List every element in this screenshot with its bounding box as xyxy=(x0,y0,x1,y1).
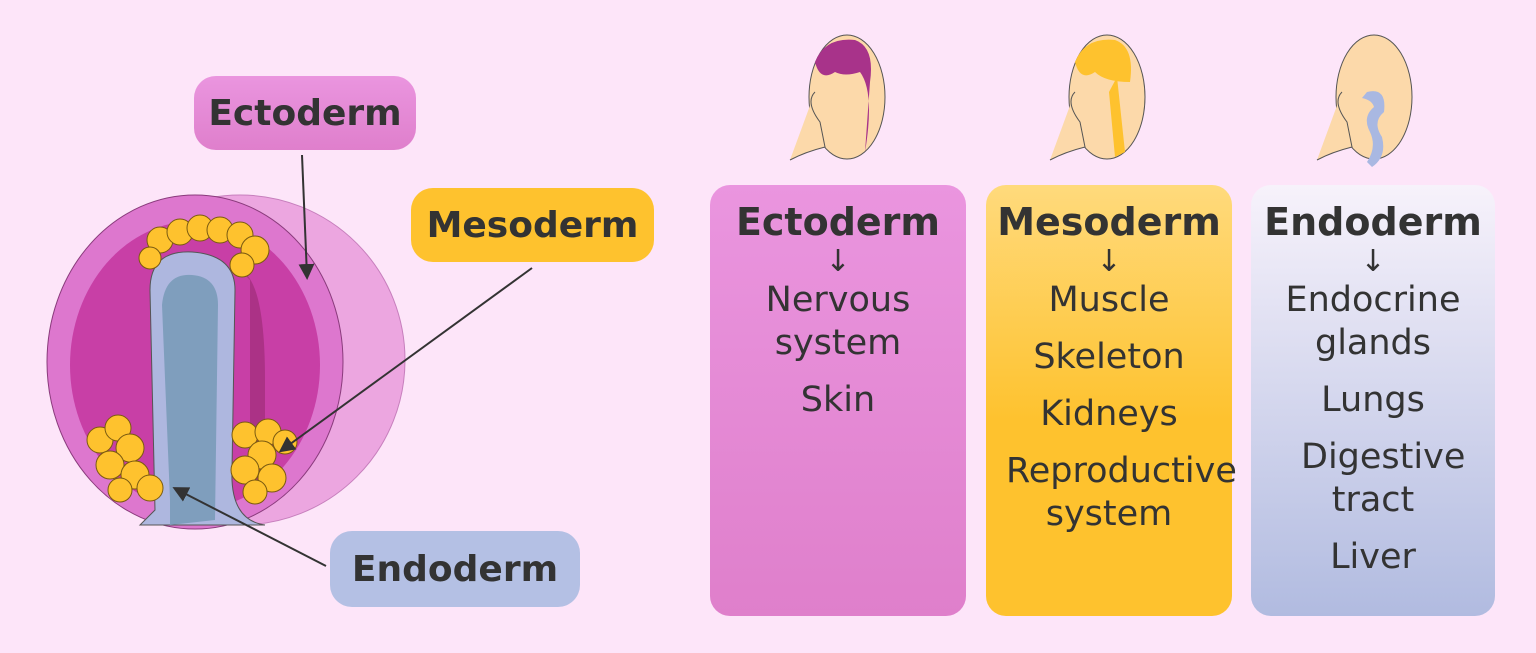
list-item: Digestive tract xyxy=(1301,437,1466,520)
fetus-ectoderm-icon xyxy=(789,34,886,161)
list-item: Endocrine glands xyxy=(1285,280,1461,363)
list-item: Nervous system xyxy=(765,280,911,363)
fetus-mesoderm-icon xyxy=(1049,34,1146,161)
down-arrow-icon: ↓ xyxy=(825,244,851,279)
down-arrow-icon: ↓ xyxy=(1360,244,1386,279)
ectoderm-leader-line xyxy=(298,154,315,280)
card-title: Ectoderm xyxy=(735,200,941,244)
fetus-endoderm-icon xyxy=(1316,34,1413,167)
card-title: Mesoderm xyxy=(997,200,1221,244)
list-item: Muscle xyxy=(1048,280,1170,320)
list-item: Liver xyxy=(1330,537,1416,577)
mesoderm-card: Mesoderm ↓ Muscle Skeleton Kidneys Repro… xyxy=(986,185,1237,616)
list-item: Skeleton xyxy=(1033,337,1185,377)
list-item: Skin xyxy=(800,380,876,420)
leader-lines xyxy=(172,154,533,567)
ectoderm-card: Ectoderm ↓ Nervous system Skin xyxy=(710,185,966,616)
list-item: Reproductive system xyxy=(1006,451,1237,534)
mesoderm-leader-line xyxy=(278,267,533,453)
mesoderm-label: Mesoderm xyxy=(411,188,654,262)
endoderm-card: Endoderm ↓ Endocrine glands Lungs Digest… xyxy=(1251,185,1495,616)
endoderm-label: Endoderm xyxy=(330,531,580,607)
embryo-cross-section-illustration xyxy=(46,194,406,530)
endoderm-leader-line xyxy=(172,487,327,567)
ectoderm-label: Ectoderm xyxy=(194,76,416,150)
card-title: Endoderm xyxy=(1264,200,1482,244)
down-arrow-icon: ↓ xyxy=(1096,244,1122,279)
list-item: Kidneys xyxy=(1040,394,1178,434)
list-item: Lungs xyxy=(1321,380,1425,420)
